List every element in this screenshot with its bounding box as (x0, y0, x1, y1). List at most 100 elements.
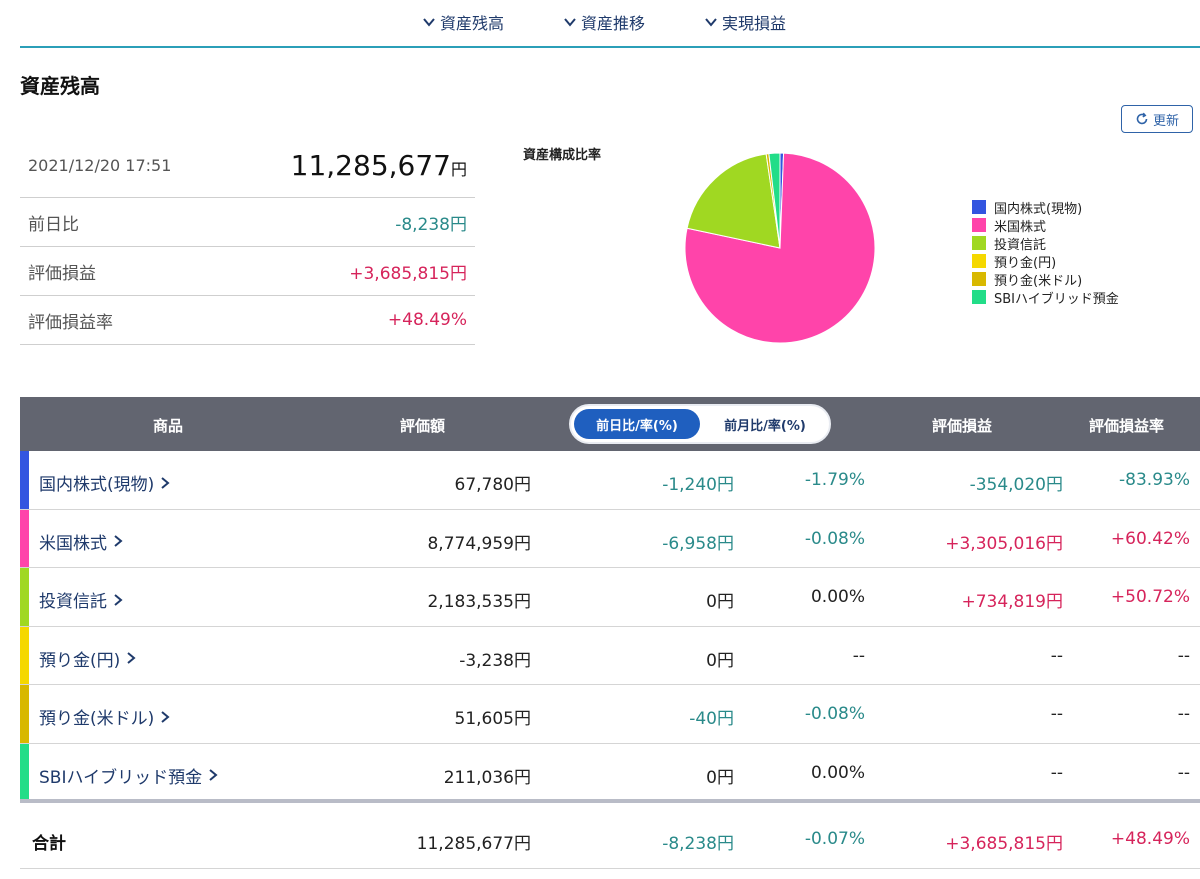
day-change-cell: 0円 (706, 767, 734, 788)
day-rate-cell: -1.79% (804, 470, 865, 490)
summary-label: 前日比 (28, 214, 79, 235)
product-name: 投資信託 (39, 592, 107, 613)
value-cell: 51,605円 (454, 709, 531, 730)
section-title: 資産残高 (20, 74, 100, 98)
asset-summary: 2021/12/20 17:51 11,285,677円 前日比 -8,238円… (20, 128, 475, 345)
table-body: 国内株式(現物) 67,780円 -1,240円 -1.79% -354,020円 -83… (20, 451, 1200, 803)
legend-swatch (972, 254, 986, 268)
table-header: 商品 評価額 前日比/率(%) 前月比/率(%) 評価損益 評価損益率 (20, 397, 1200, 451)
summary-total: 11,285,677円 (291, 149, 467, 182)
chevron-right-icon (127, 652, 136, 665)
chevron-right-icon (114, 535, 123, 547)
pl-cell: -354,020円 (969, 475, 1063, 495)
table-row: SBIハイブリッド預金 211,036円 0円 0.00% -- -- (20, 743, 1200, 803)
table-total-row: 合計 11,285,677円 -8,238円 -0.07% +3,685,815… (20, 803, 1200, 869)
value-cell: 211,036円 (443, 767, 531, 788)
day-change-cell: 0円 (706, 650, 734, 671)
legend-swatch (972, 290, 986, 304)
pl-rate-cell: -- (1177, 762, 1190, 783)
chevron-down-icon (564, 18, 576, 27)
legend-label: 預り金(円) (994, 255, 1057, 271)
product-link[interactable]: 投資信託 (39, 587, 123, 612)
summary-row-pl: 評価損益 +3,685,815円 (20, 247, 475, 296)
day-rate-cell: 0.00% (810, 587, 865, 608)
table-row: 預り金(米ドル) 51,605円 -40円 -0.08% -- -- (20, 685, 1200, 744)
value-cell: 67,780円 (454, 475, 531, 495)
summary-row-day-change: 前日比 -8,238円 (20, 198, 475, 247)
product-name: SBIハイブリッド預金 (39, 767, 203, 788)
summary-total-unit: 円 (450, 160, 467, 179)
pl-cell: -- (1050, 762, 1063, 783)
legend-item: 預り金(円) (972, 252, 1119, 271)
chevron-right-icon (209, 769, 218, 782)
table-row: 米国株式 8,774,959円 -6,958円 -0.08% +3,305,016円 +6… (20, 509, 1200, 569)
legend-item: 投資信託 (972, 234, 1119, 253)
day-change-cell: 0円 (706, 592, 734, 613)
product-link[interactable]: 米国株式 (39, 529, 123, 554)
product-link[interactable]: 預り金(米ドル) (39, 704, 170, 729)
day-rate-cell: -0.08% (804, 528, 865, 549)
legend-swatch (972, 236, 986, 250)
nav-asset-balance[interactable]: 資産残高 (422, 10, 504, 34)
legend-label: 預り金(米ドル) (994, 273, 1083, 289)
nav-label: 資産推移 (581, 14, 646, 33)
pl-rate-cell: -83.93% (1119, 470, 1190, 490)
total-pl-rate: +48.49% (1110, 828, 1190, 849)
pl-cell: -- (1050, 704, 1063, 725)
toggle-day-change[interactable]: 前日比/率(%) (574, 409, 700, 439)
product-name: 預り金(米ドル) (39, 709, 155, 730)
table-row: 国内株式(現物) 67,780円 -1,240円 -1.79% -354,020円 -83… (20, 451, 1200, 510)
day-rate-cell: -0.08% (804, 704, 865, 725)
product-link[interactable]: 預り金(円) (39, 646, 136, 671)
chevron-down-icon (423, 18, 435, 27)
product-link[interactable]: 国内株式(現物) (39, 470, 170, 495)
total-day-rate: -0.07% (804, 828, 865, 849)
day-change-cell: -40円 (689, 709, 734, 730)
summary-row-pl-rate: 評価損益率 +48.49% (20, 296, 475, 345)
nav-label: 実現損益 (722, 14, 787, 33)
pl-rate-cell: +60.42% (1110, 528, 1190, 549)
pie-slice (686, 153, 781, 249)
pl-cell: +734,819円 (961, 592, 1063, 613)
value-cell: 8,774,959円 (427, 533, 531, 554)
summary-value: +3,685,815円 (349, 263, 467, 284)
asset-allocation-pie-chart (684, 152, 876, 344)
total-label: 合計 (32, 833, 66, 854)
refresh-button[interactable]: 更新 (1121, 105, 1193, 133)
product-name: 預り金(円) (39, 650, 121, 671)
pl-rate-cell: -- (1177, 704, 1190, 725)
legend-item: 国内株式(現物) (972, 198, 1119, 217)
legend-swatch (972, 218, 986, 232)
change-period-toggle: 前日比/率(%) 前月比/率(%) (569, 404, 831, 444)
header-pl: 評価損益 (932, 417, 993, 435)
legend-item: 米国株式 (972, 216, 1119, 235)
asset-table: 商品 評価額 前日比/率(%) 前月比/率(%) 評価損益 評価損益率 国内株式… (20, 397, 1200, 869)
value-cell: -3,238円 (459, 650, 531, 671)
pl-cell: +3,305,016円 (945, 533, 1063, 554)
nav-realized-pl[interactable]: 実現損益 (704, 10, 786, 34)
summary-value: -8,238円 (395, 214, 467, 235)
day-rate-cell: -- (852, 645, 865, 666)
product-name: 米国株式 (39, 533, 107, 554)
category-color-bar (20, 685, 29, 743)
product-link[interactable]: SBIハイブリッド預金 (39, 763, 218, 788)
toggle-month-change[interactable]: 前月比/率(%) (724, 418, 806, 434)
table-row: 投資信託 2,183,535円 0円 0.00% +734,819円 +50.72% (20, 568, 1200, 627)
total-day-change: -8,238円 (662, 833, 734, 854)
refresh-label: 更新 (1152, 113, 1179, 129)
nav-asset-history[interactable]: 資産推移 (563, 10, 645, 34)
pl-rate-cell: -- (1177, 645, 1190, 666)
product-name: 国内株式(現物) (39, 475, 155, 495)
category-color-bar (20, 451, 29, 509)
legend-label: SBIハイブリッド預金 (994, 291, 1119, 307)
category-color-bar (20, 626, 29, 685)
chevron-down-icon (705, 18, 717, 27)
summary-label: 評価損益率 (28, 312, 113, 333)
day-change-cell: -1,240円 (662, 475, 734, 495)
category-color-bar (20, 509, 29, 568)
pie-legend: 国内株式(現物) 米国株式 投資信託預り金(円) 預り金(米ドル) SBIハイブリッド預… (972, 198, 1119, 307)
table-row: 預り金(円) -3,238円 0円 -- -- -- (20, 626, 1200, 686)
nav-label: 資産残高 (440, 14, 505, 33)
chevron-right-icon (114, 593, 123, 606)
legend-label: 米国株式 (994, 219, 1047, 235)
